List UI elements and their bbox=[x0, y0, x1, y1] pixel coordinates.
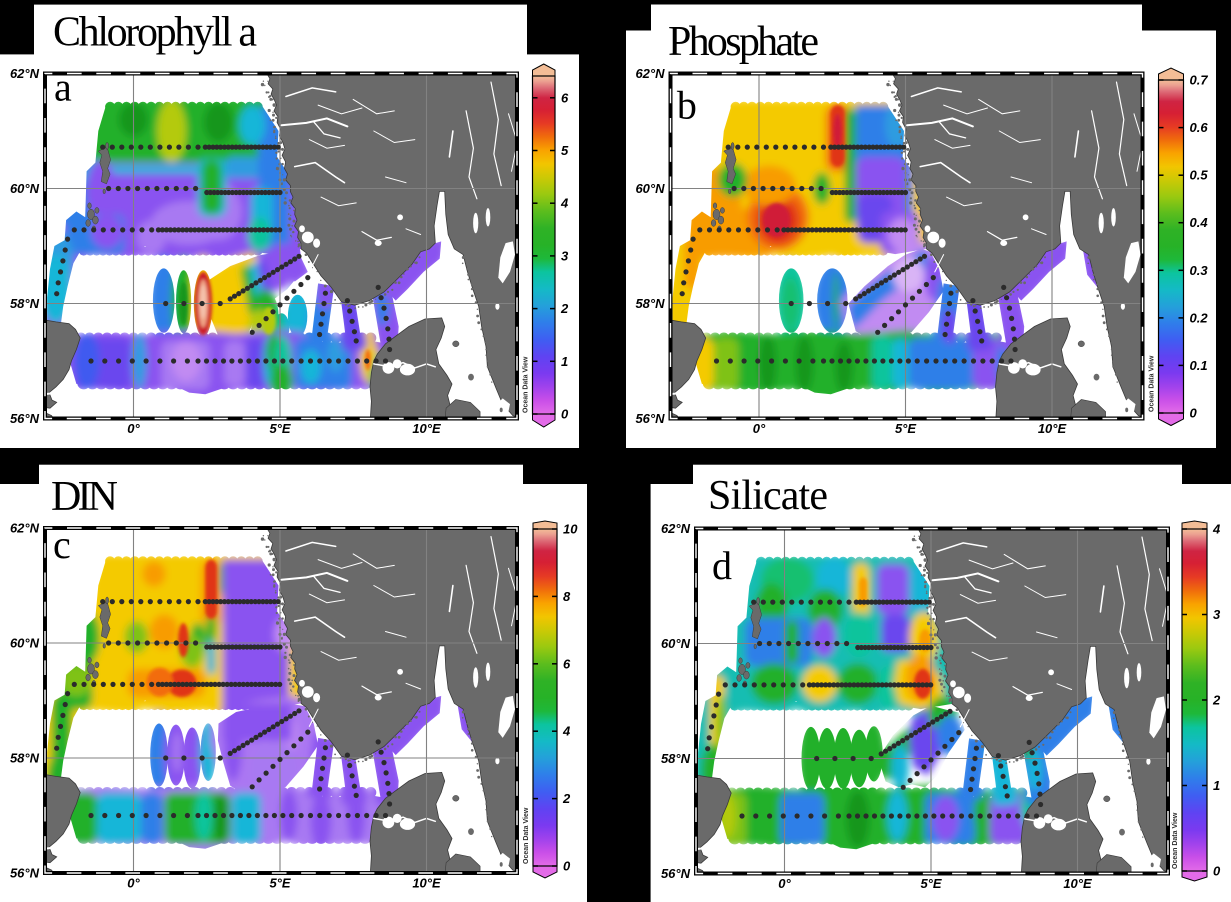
svg-text:10: 10 bbox=[563, 522, 578, 537]
svg-text:0°: 0° bbox=[127, 876, 140, 891]
svg-text:5°E: 5°E bbox=[269, 876, 290, 891]
svg-text:DIN: DIN bbox=[51, 474, 118, 520]
svg-text:d: d bbox=[712, 543, 732, 588]
svg-text:4: 4 bbox=[562, 724, 571, 739]
svg-text:60°N: 60°N bbox=[10, 181, 40, 196]
svg-text:58°N: 58°N bbox=[635, 296, 665, 311]
svg-text:6: 6 bbox=[563, 656, 571, 671]
svg-text:10°E: 10°E bbox=[412, 421, 441, 436]
svg-text:0: 0 bbox=[1213, 864, 1221, 879]
svg-text:0.7: 0.7 bbox=[1190, 73, 1209, 88]
svg-text:Ocean Data View: Ocean Data View bbox=[1172, 812, 1179, 869]
svg-text:0.3: 0.3 bbox=[1190, 263, 1209, 278]
svg-text:b: b bbox=[677, 83, 697, 128]
svg-text:Ocean Data View: Ocean Data View bbox=[523, 356, 530, 413]
svg-text:5°E: 5°E bbox=[920, 876, 941, 891]
svg-text:62°N: 62°N bbox=[635, 66, 665, 81]
svg-text:0: 0 bbox=[561, 407, 569, 422]
svg-text:3: 3 bbox=[1213, 607, 1221, 622]
svg-text:2: 2 bbox=[562, 791, 571, 806]
svg-text:0.6: 0.6 bbox=[1190, 120, 1209, 135]
svg-text:6: 6 bbox=[561, 90, 569, 105]
svg-text:a: a bbox=[54, 65, 72, 110]
svg-text:62°N: 62°N bbox=[661, 521, 691, 536]
svg-text:1: 1 bbox=[1213, 778, 1220, 793]
svg-text:0.2: 0.2 bbox=[1190, 310, 1209, 325]
svg-text:62°N: 62°N bbox=[10, 521, 40, 536]
svg-text:Chlorophyll a: Chlorophyll a bbox=[53, 10, 257, 56]
svg-text:0.5: 0.5 bbox=[1190, 168, 1209, 183]
svg-text:60°N: 60°N bbox=[10, 636, 40, 651]
svg-text:0°: 0° bbox=[753, 421, 766, 436]
svg-text:62°N: 62°N bbox=[10, 66, 40, 81]
svg-text:2: 2 bbox=[1212, 693, 1221, 708]
svg-text:Ocean Data View: Ocean Data View bbox=[523, 807, 530, 864]
svg-text:c: c bbox=[53, 522, 71, 567]
svg-text:Ocean Data View: Ocean Data View bbox=[1149, 355, 1156, 412]
svg-text:5°E: 5°E bbox=[895, 421, 916, 436]
svg-text:0°: 0° bbox=[778, 876, 791, 891]
svg-text:60°N: 60°N bbox=[661, 636, 691, 651]
svg-text:10°E: 10°E bbox=[1063, 876, 1092, 891]
svg-text:3: 3 bbox=[561, 248, 569, 263]
svg-text:1: 1 bbox=[561, 354, 568, 369]
svg-text:56°N: 56°N bbox=[10, 866, 40, 881]
svg-text:5: 5 bbox=[561, 143, 569, 158]
svg-text:0°: 0° bbox=[127, 421, 140, 436]
svg-text:10°E: 10°E bbox=[412, 876, 441, 891]
svg-text:Phosphate: Phosphate bbox=[668, 19, 819, 65]
svg-text:58°N: 58°N bbox=[10, 751, 40, 766]
svg-text:4: 4 bbox=[560, 196, 569, 211]
svg-text:2: 2 bbox=[560, 301, 569, 316]
svg-text:56°N: 56°N bbox=[10, 411, 40, 426]
svg-text:56°N: 56°N bbox=[635, 411, 665, 426]
svg-text:8: 8 bbox=[563, 589, 571, 604]
svg-text:58°N: 58°N bbox=[661, 751, 691, 766]
svg-text:0: 0 bbox=[1190, 406, 1198, 421]
svg-text:10°E: 10°E bbox=[1038, 421, 1067, 436]
svg-text:0: 0 bbox=[563, 859, 571, 874]
svg-text:4: 4 bbox=[1212, 522, 1221, 537]
svg-text:56°N: 56°N bbox=[661, 866, 691, 881]
svg-text:58°N: 58°N bbox=[10, 296, 40, 311]
svg-text:60°N: 60°N bbox=[635, 181, 665, 196]
svg-text:5°E: 5°E bbox=[269, 421, 290, 436]
svg-text:Silicate: Silicate bbox=[708, 473, 828, 519]
svg-text:0.4: 0.4 bbox=[1190, 215, 1209, 230]
svg-text:0.1: 0.1 bbox=[1190, 358, 1208, 373]
